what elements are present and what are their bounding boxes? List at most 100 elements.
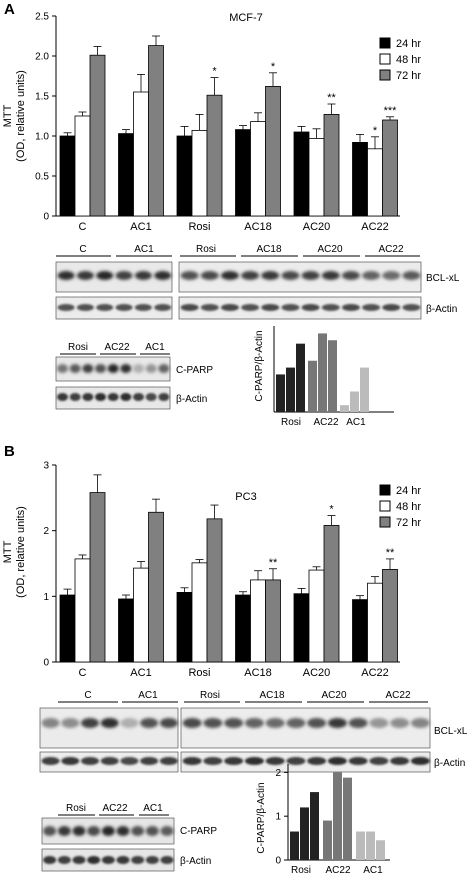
blot-b-label-ac20: AC20 bbox=[321, 690, 346, 701]
blot-band bbox=[281, 304, 300, 311]
mini-chart-a-cat-rosi: Rosi bbox=[281, 417, 301, 428]
blot-band bbox=[321, 271, 340, 280]
blot-band bbox=[107, 364, 119, 373]
a-bar-ac1-24hr bbox=[118, 133, 134, 217]
mini-bar bbox=[323, 820, 332, 860]
chart-b-axes bbox=[55, 465, 400, 663]
blot-band bbox=[154, 304, 172, 311]
blot-band bbox=[82, 393, 94, 401]
blot-band bbox=[76, 304, 94, 311]
blot-b-bclxl: C AC1 Rosi AC18 AC20 AC22 BCL-xL bbox=[39, 690, 468, 773]
blot-a-actin-box-left bbox=[55, 296, 173, 320]
b-bar-ac20-72hr bbox=[323, 525, 340, 663]
mini-bar bbox=[296, 343, 305, 412]
blot-band bbox=[57, 856, 71, 864]
mini-bar bbox=[376, 840, 385, 860]
blot-band bbox=[307, 757, 327, 765]
blot-band bbox=[41, 757, 60, 765]
b-bar-ac18-48hr bbox=[250, 579, 266, 663]
blot-b-cparp-label-ac1: AC1 bbox=[143, 803, 163, 814]
a-bar-ac22-72hr bbox=[382, 119, 398, 217]
b-ytick-label: 2 bbox=[43, 526, 49, 537]
blot-a-bclxl-bands bbox=[57, 271, 421, 280]
a-bar-c-48hr bbox=[74, 115, 91, 217]
blot-band bbox=[72, 856, 86, 864]
blot-band bbox=[101, 826, 115, 836]
chart-b-yticks: 0 1 2 3 bbox=[43, 461, 56, 669]
blot-a-cparp-label-rosi: Rosi bbox=[68, 342, 88, 353]
mini-chart-a-cat-ac1: AC1 bbox=[346, 417, 366, 428]
b-ytick-label: 0 bbox=[43, 658, 49, 669]
blot-band bbox=[57, 364, 69, 373]
blot-band bbox=[182, 718, 202, 728]
legend-a-24hr: 24 hr bbox=[379, 37, 421, 50]
blot-band bbox=[101, 856, 115, 864]
a-ytick-label: 2.5 bbox=[35, 12, 49, 23]
a-category-ac22: AC22 bbox=[361, 221, 389, 233]
legend-b-48hr-swatch bbox=[379, 500, 391, 512]
blot-band bbox=[369, 757, 389, 765]
blot-band bbox=[96, 304, 114, 311]
blot-a-label-ac22: AC22 bbox=[378, 244, 403, 255]
a-category-ac18: AC18 bbox=[244, 221, 272, 233]
a-significance-mark: * bbox=[271, 61, 276, 73]
blot-band bbox=[203, 757, 223, 765]
a-category-rosi: Rosi bbox=[188, 221, 210, 233]
mini-chart-b-cat-rosi: Rosi bbox=[291, 865, 311, 876]
blot-band bbox=[72, 826, 86, 836]
blot-band bbox=[390, 718, 410, 728]
blot-band bbox=[200, 304, 219, 311]
blot-a-label-rosi: Rosi bbox=[196, 244, 216, 255]
chart-b-bars: ***** bbox=[59, 474, 398, 663]
blot-a-bclxl: C AC1 Rosi AC18 AC20 AC22 BCL-xL bbox=[55, 244, 460, 320]
blot-band bbox=[362, 271, 381, 280]
b-bar-rosi-48hr bbox=[191, 562, 208, 663]
blot-band bbox=[301, 304, 320, 311]
chart-b-title: PC3 bbox=[235, 491, 256, 503]
chart-b-ylabel: MTT (OD, relative units) bbox=[2, 506, 27, 598]
mini-chart-b-yticks: 0 1 2 bbox=[275, 768, 288, 867]
blot-band bbox=[134, 271, 152, 280]
chart-a-yticks: 0 0.5 1.0 1.5 2.0 2.5 bbox=[35, 12, 56, 223]
blot-band bbox=[224, 757, 244, 765]
blot-band bbox=[116, 856, 130, 864]
blot-band bbox=[362, 304, 381, 311]
legend-a-48hr-label: 48 hr bbox=[396, 54, 421, 66]
a-bar-rosi-24hr bbox=[176, 135, 193, 217]
blot-b-cparp-label-ac22: AC22 bbox=[102, 803, 127, 814]
b-category-ac18: AC18 bbox=[244, 667, 272, 679]
blot-band bbox=[160, 856, 174, 864]
chart-a-category-labels: C AC1 Rosi AC18 AC20 AC22 bbox=[79, 221, 389, 233]
chart-b-ylabel-line2: (OD, relative units) bbox=[15, 506, 27, 598]
a-bar-ac1-48hr bbox=[133, 91, 149, 217]
blot-a-actin-label: β-Actin bbox=[426, 304, 457, 315]
legend-a-24hr-swatch bbox=[379, 37, 391, 49]
blot-band bbox=[327, 718, 347, 728]
blot-band bbox=[81, 757, 100, 765]
blot-band bbox=[61, 757, 80, 765]
b-significance-mark: ** bbox=[386, 547, 395, 559]
blot-a-cparp-band-label: C-PARP bbox=[176, 365, 213, 376]
a-ytick-label: 0 bbox=[43, 212, 49, 223]
blot-b-group-labels: C AC1 Rosi AC18 AC20 AC22 bbox=[84, 690, 411, 701]
chart-b-category-labels: C AC1 Rosi AC18 AC20 AC22 bbox=[79, 667, 389, 679]
mini-bar bbox=[343, 777, 352, 860]
mini-chart-a-ylabel: C-PARP/β-Actin bbox=[254, 330, 265, 401]
mini-chart-a-cat-ac22: AC22 bbox=[313, 417, 338, 428]
blot-band bbox=[220, 271, 239, 280]
blot-band bbox=[120, 393, 132, 401]
blot-a-cparp-group-labels: Rosi AC22 AC1 bbox=[68, 342, 165, 353]
legend-b-72hr-label: 72 hr bbox=[396, 517, 421, 529]
blot-band bbox=[180, 271, 199, 280]
blot-a-actin-bands bbox=[57, 304, 421, 311]
a-bar-ac20-48hr bbox=[308, 137, 325, 217]
mini-chart-b-cat-ac22: AC22 bbox=[325, 865, 350, 876]
b-bar-ac1-24hr bbox=[118, 598, 134, 663]
mini-chart-b-cat-ac1: AC1 bbox=[363, 865, 383, 876]
a-bar-c-24hr bbox=[59, 135, 76, 217]
blot-b-cparp-label-rosi: Rosi bbox=[66, 803, 86, 814]
mini-bar bbox=[360, 367, 369, 412]
blot-b-bclxl-box-left bbox=[39, 707, 179, 749]
blot-band bbox=[115, 304, 133, 311]
blot-band bbox=[140, 757, 159, 765]
